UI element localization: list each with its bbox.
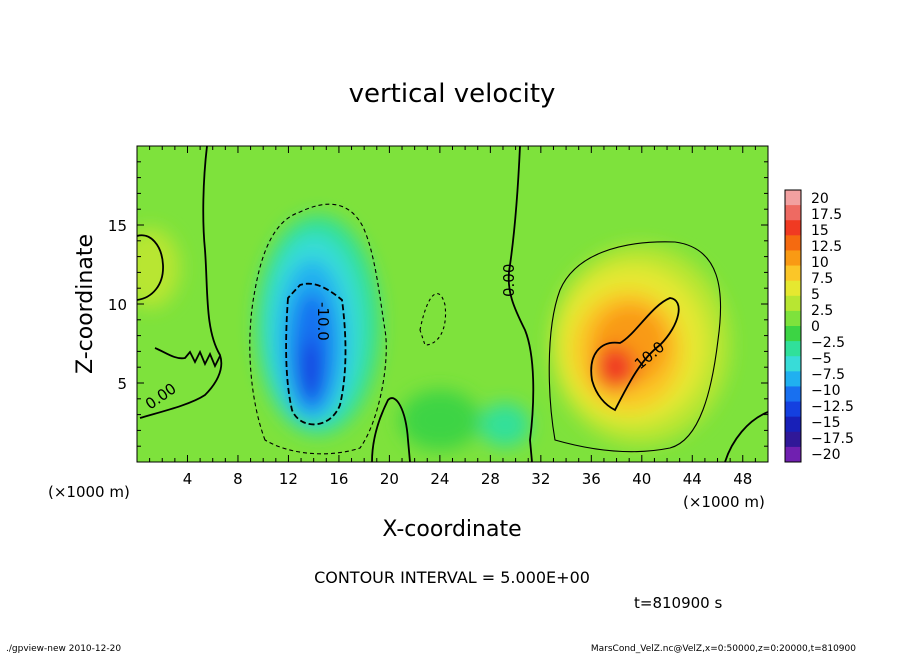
zero-contour-bubble	[137, 234, 164, 301]
x-tick-label: 12	[279, 470, 298, 488]
colorbar-label: 20	[811, 191, 829, 207]
colorbar-label: −17.5	[811, 431, 854, 447]
colorbar-swatch	[785, 341, 801, 357]
weak-downdraft-2	[480, 403, 530, 447]
zero-contour-center	[507, 146, 535, 462]
colorbar-label: 12.5	[811, 239, 842, 255]
updraft-5-contour	[548, 241, 722, 453]
weak-negative-contour	[419, 293, 447, 346]
zero-contour-left	[139, 146, 223, 419]
updraft-10-contour	[590, 297, 680, 412]
x-unit-label-left: (×1000 m)	[48, 483, 130, 501]
colorbar-swatch	[785, 235, 801, 251]
weak-updraft-left	[137, 228, 180, 308]
colorbar-label: −5	[811, 351, 832, 367]
colorbar: 2017.51512.5107.552.50−2.5−5−7.5−10−12.5…	[784, 189, 854, 463]
colorbar-label: 10	[811, 255, 829, 271]
shaded-field	[137, 215, 730, 450]
colorbar-swatch	[785, 356, 801, 372]
colorbar-swatch	[785, 295, 801, 312]
colorbar-label: −10	[811, 383, 841, 399]
y-tick-label: 5	[117, 375, 127, 393]
colorbar-label: 7.5	[811, 271, 833, 287]
chart-title: vertical velocity	[349, 79, 556, 109]
x-axis-title: X-coordinate	[382, 517, 521, 542]
x-tick-label: 16	[329, 470, 348, 488]
contour-label-zero-center: 0.00	[500, 264, 518, 297]
footer-left-text: ./gpview-new 2010-12-20	[6, 644, 121, 654]
x-tick-label: 48	[733, 470, 752, 488]
colorbar-swatch	[785, 190, 801, 206]
colorbar-swatch	[785, 386, 801, 403]
contour-lines	[137, 146, 768, 462]
colorbar-swatch	[785, 265, 801, 282]
colorbar-label: 5	[811, 287, 820, 303]
x-tick-label: 24	[430, 470, 449, 488]
x-tick-label: 40	[632, 470, 651, 488]
colorbar-swatch	[785, 310, 801, 327]
x-unit-label-right: (×1000 m)	[683, 493, 765, 511]
x-tick-label: 20	[380, 470, 399, 488]
colorbar-swatch	[785, 205, 801, 221]
contour-label-negative: -10.0	[314, 302, 332, 341]
downdraft-5-contour	[249, 203, 387, 455]
y-axis-title: Z-coordinate	[73, 234, 98, 374]
y-tick-label: 15	[108, 217, 127, 235]
x-axis: 4 8 12 16 20 24 28 32 36 40 44 48	[149, 146, 756, 488]
time-text: t=810900 s	[634, 594, 722, 612]
colorbar-frame	[784, 189, 802, 463]
downdraft-10-contour	[285, 282, 347, 426]
colorbar-label: −12.5	[811, 399, 854, 415]
colorbar-swatch	[785, 280, 801, 297]
x-tick-label: 8	[233, 470, 243, 488]
colorbar-label: −15	[811, 415, 841, 431]
y-tick-label: 10	[108, 296, 127, 314]
colorbar-label: −7.5	[811, 367, 845, 383]
contour-interval-text: CONTOUR INTERVAL = 5.000E+00	[314, 568, 590, 587]
x-tick-label: 32	[531, 470, 550, 488]
colorbar-swatch	[785, 401, 801, 418]
downdraft-core	[300, 340, 320, 400]
colorbar-label: −20	[811, 447, 841, 463]
colorbar-label: 0	[811, 319, 820, 335]
y-axis: 5 10 15	[108, 161, 768, 447]
colorbar-swatch	[785, 416, 801, 433]
x-tick-label: 44	[683, 470, 702, 488]
x-tick-label: 36	[582, 470, 601, 488]
colorbar-label: 17.5	[811, 207, 842, 223]
zero-contour-left-wiggle	[154, 347, 221, 369]
colorbar-swatch	[785, 446, 801, 463]
footer-right-text: MarsCond_VelZ.nc@VelZ,x=0:50000,z=0:2000…	[591, 644, 856, 654]
updraft-core	[595, 346, 635, 390]
x-tick-label: 4	[183, 470, 193, 488]
colorbar-swatch	[785, 220, 801, 236]
colorbar-label: 15	[811, 223, 829, 239]
plot-area: 0.00 0.00 -10.0 10.0	[137, 146, 768, 462]
colorbar-label: −2.5	[811, 335, 845, 351]
weak-downdraft-1	[400, 390, 480, 450]
x-tick-label: 28	[481, 470, 500, 488]
colorbar-swatch	[785, 326, 801, 342]
colorbar-swatch	[785, 371, 801, 387]
zero-contour-bottom-left	[371, 397, 411, 462]
colorbar-swatch	[785, 431, 801, 448]
colorbar-label: 2.5	[811, 303, 833, 319]
colorbar-swatch	[785, 250, 801, 267]
zero-contour-bottom-right	[724, 411, 768, 462]
